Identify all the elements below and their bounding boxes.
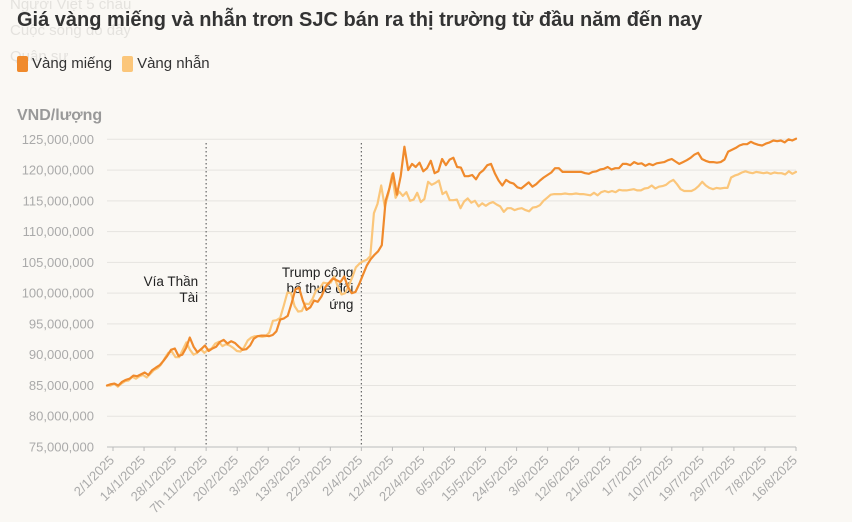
background-menu-item[interactable]: Người Việt 5 châu xyxy=(10,0,132,13)
y-tick-label: 110,000,000 xyxy=(23,224,94,239)
y-tick-label: 125,000,000 xyxy=(22,132,94,147)
legend-swatch xyxy=(122,55,134,72)
annotation-label: Vía Thần xyxy=(144,274,199,289)
legend-label: Vàng miếng xyxy=(32,55,113,72)
legend-item-vang-mieng: Vàng miếng xyxy=(17,55,112,72)
y-tick-label: 105,000,000 xyxy=(22,255,94,270)
annotation-label: Tài xyxy=(179,290,198,305)
y-tick-label: 75,000,000 xyxy=(29,440,94,455)
legend-swatch xyxy=(17,55,28,72)
chart-title: Giá vàng miếng và nhẫn trơn SJC bán ra t… xyxy=(17,9,703,31)
y-tick-label: 120,000,000 xyxy=(22,163,94,178)
background-menu-item[interactable]: Cuộc sống đó đây xyxy=(10,22,131,39)
y-axis-unit-label: VND/lượng xyxy=(17,107,103,124)
chart-legend: Vàng miếng Vàng nhẫn xyxy=(17,55,210,72)
legend-item-vang-nhan: Vàng nhẫn xyxy=(122,55,210,72)
y-tick-label: 90,000,000 xyxy=(29,347,94,362)
series-line xyxy=(105,137,798,387)
annotation-label: ứng xyxy=(329,297,353,312)
y-tick-label: 95,000,000 xyxy=(29,316,94,331)
annotation-label: Trump công xyxy=(282,265,354,280)
y-tick-label: 80,000,000 xyxy=(29,409,94,424)
y-tick-label: 100,000,000 xyxy=(22,286,94,301)
y-tick-label: 115,000,000 xyxy=(23,193,94,208)
series-line xyxy=(105,170,798,388)
y-tick-label: 85,000,000 xyxy=(29,378,94,393)
legend-label: Vàng nhẫn xyxy=(137,55,210,72)
